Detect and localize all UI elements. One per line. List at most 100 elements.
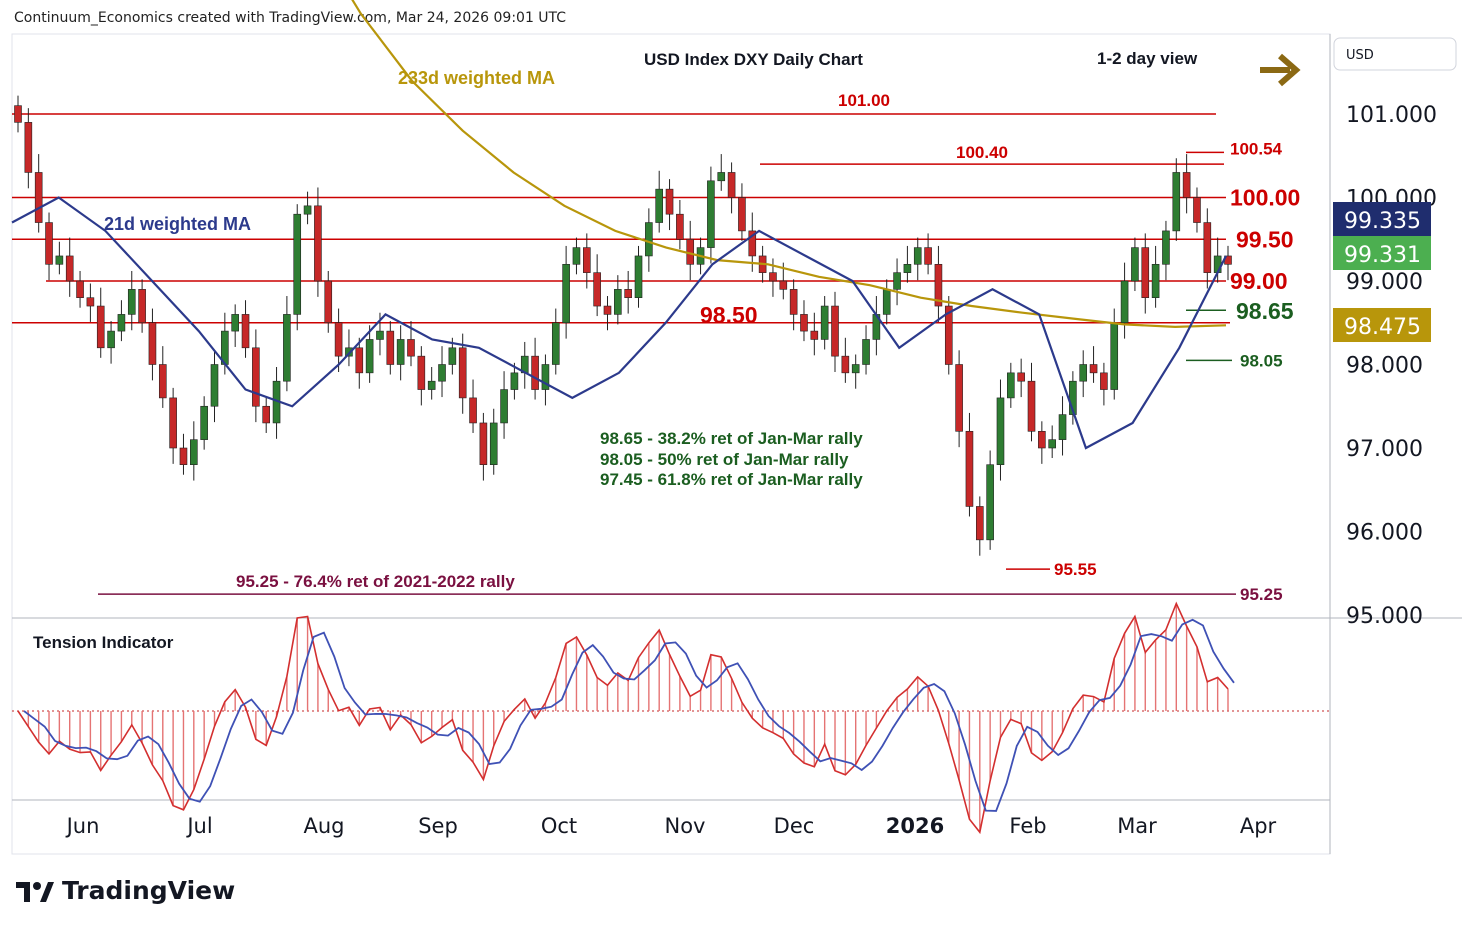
candle	[427, 367, 436, 400]
candle-body	[645, 222, 653, 257]
osc-line-red	[17, 601, 1229, 835]
price-badge-bg	[1333, 308, 1431, 342]
candle	[169, 387, 177, 464]
candle	[489, 408, 498, 475]
candle-body	[1038, 430, 1046, 449]
candle-body	[489, 422, 498, 466]
candle	[138, 279, 146, 333]
ma-21-line	[11, 196, 1227, 450]
candle-body	[624, 289, 632, 299]
candle-body	[138, 289, 146, 324]
tradingview-icon	[16, 878, 54, 904]
candle	[903, 245, 912, 283]
candle	[65, 237, 74, 297]
candle	[438, 346, 446, 398]
candle-body	[913, 247, 922, 265]
indicator-label: Tension Indicator	[33, 633, 174, 652]
candle	[158, 346, 167, 408]
candle-body	[241, 314, 250, 349]
candle-body	[831, 305, 839, 357]
candle	[1038, 421, 1046, 464]
time-tick-label: Nov	[665, 814, 706, 838]
candle-body	[882, 289, 891, 315]
candle	[272, 367, 281, 439]
candle	[86, 283, 95, 322]
currency-box[interactable]	[1333, 37, 1457, 71]
candle-body	[96, 305, 105, 349]
candle-body	[65, 255, 74, 282]
candle	[1203, 208, 1212, 289]
osc-line-blue	[23, 618, 1235, 812]
candle	[458, 333, 467, 414]
candle-body	[169, 397, 177, 449]
candle-body	[841, 355, 850, 374]
candle	[738, 183, 746, 241]
candle	[417, 346, 426, 406]
candle	[1141, 233, 1150, 314]
candle-body	[200, 405, 208, 440]
candle	[1017, 358, 1025, 398]
time-tick-label: Jul	[185, 814, 212, 838]
price-badge-value: 98.475	[1344, 315, 1421, 340]
candle	[1027, 362, 1036, 442]
candle	[200, 396, 208, 450]
candle-body	[334, 322, 343, 357]
candle-body	[717, 172, 726, 182]
candle-body	[924, 247, 932, 265]
price-tick-label: 101.000	[1346, 103, 1437, 128]
ma-233-line	[351, 0, 1227, 329]
candle-body	[293, 213, 302, 315]
candle-body	[1131, 247, 1139, 282]
candle	[1048, 425, 1056, 459]
candle-body	[1058, 414, 1067, 440]
candle	[334, 308, 343, 373]
candle	[676, 200, 684, 250]
level-label-95-55: 95.55	[1054, 560, 1097, 579]
candle-body	[562, 263, 570, 324]
candle	[913, 237, 922, 281]
candle-body	[1007, 372, 1015, 399]
candle-body	[934, 263, 943, 307]
candle-body	[655, 188, 663, 223]
candle-body	[55, 255, 64, 265]
candle	[24, 108, 33, 189]
candle	[727, 162, 736, 214]
currency-label: USD	[1346, 48, 1374, 63]
candle	[1007, 362, 1015, 408]
candle	[1058, 396, 1067, 456]
candle-body	[593, 272, 601, 307]
candle-body	[572, 247, 581, 265]
candle	[469, 379, 477, 433]
candle	[717, 154, 726, 191]
candle	[634, 245, 643, 308]
level-label-95-25: 95.25	[1240, 585, 1283, 604]
price-badge-value: 99.335	[1344, 209, 1421, 234]
candle	[810, 312, 819, 356]
candle	[96, 287, 105, 358]
candle-body	[314, 205, 322, 282]
candle	[45, 212, 53, 281]
candle-body	[748, 230, 757, 257]
candle-body	[1089, 364, 1098, 374]
level-label-100-00: 100.00	[1230, 185, 1300, 211]
candle-body	[996, 397, 1005, 465]
candle-body	[1162, 230, 1170, 265]
fib-note-2: 98.05 - 50% ret of Jan-Mar rally	[600, 450, 849, 469]
candle-body	[283, 314, 291, 382]
candle-body	[324, 280, 333, 324]
candle	[614, 275, 622, 325]
candle	[14, 95, 22, 133]
candle	[479, 412, 488, 481]
candle	[934, 245, 943, 322]
candle-body	[665, 188, 674, 215]
candle-body	[893, 272, 901, 290]
candle	[500, 371, 508, 439]
level-label-100-54: 100.54	[1230, 139, 1283, 158]
candle	[541, 354, 550, 406]
candle-body	[14, 105, 22, 123]
candle	[820, 296, 829, 350]
candle-body	[738, 197, 746, 232]
price-badge: 98.475	[1333, 308, 1431, 342]
candle-body	[117, 314, 126, 332]
candle	[1182, 154, 1191, 214]
